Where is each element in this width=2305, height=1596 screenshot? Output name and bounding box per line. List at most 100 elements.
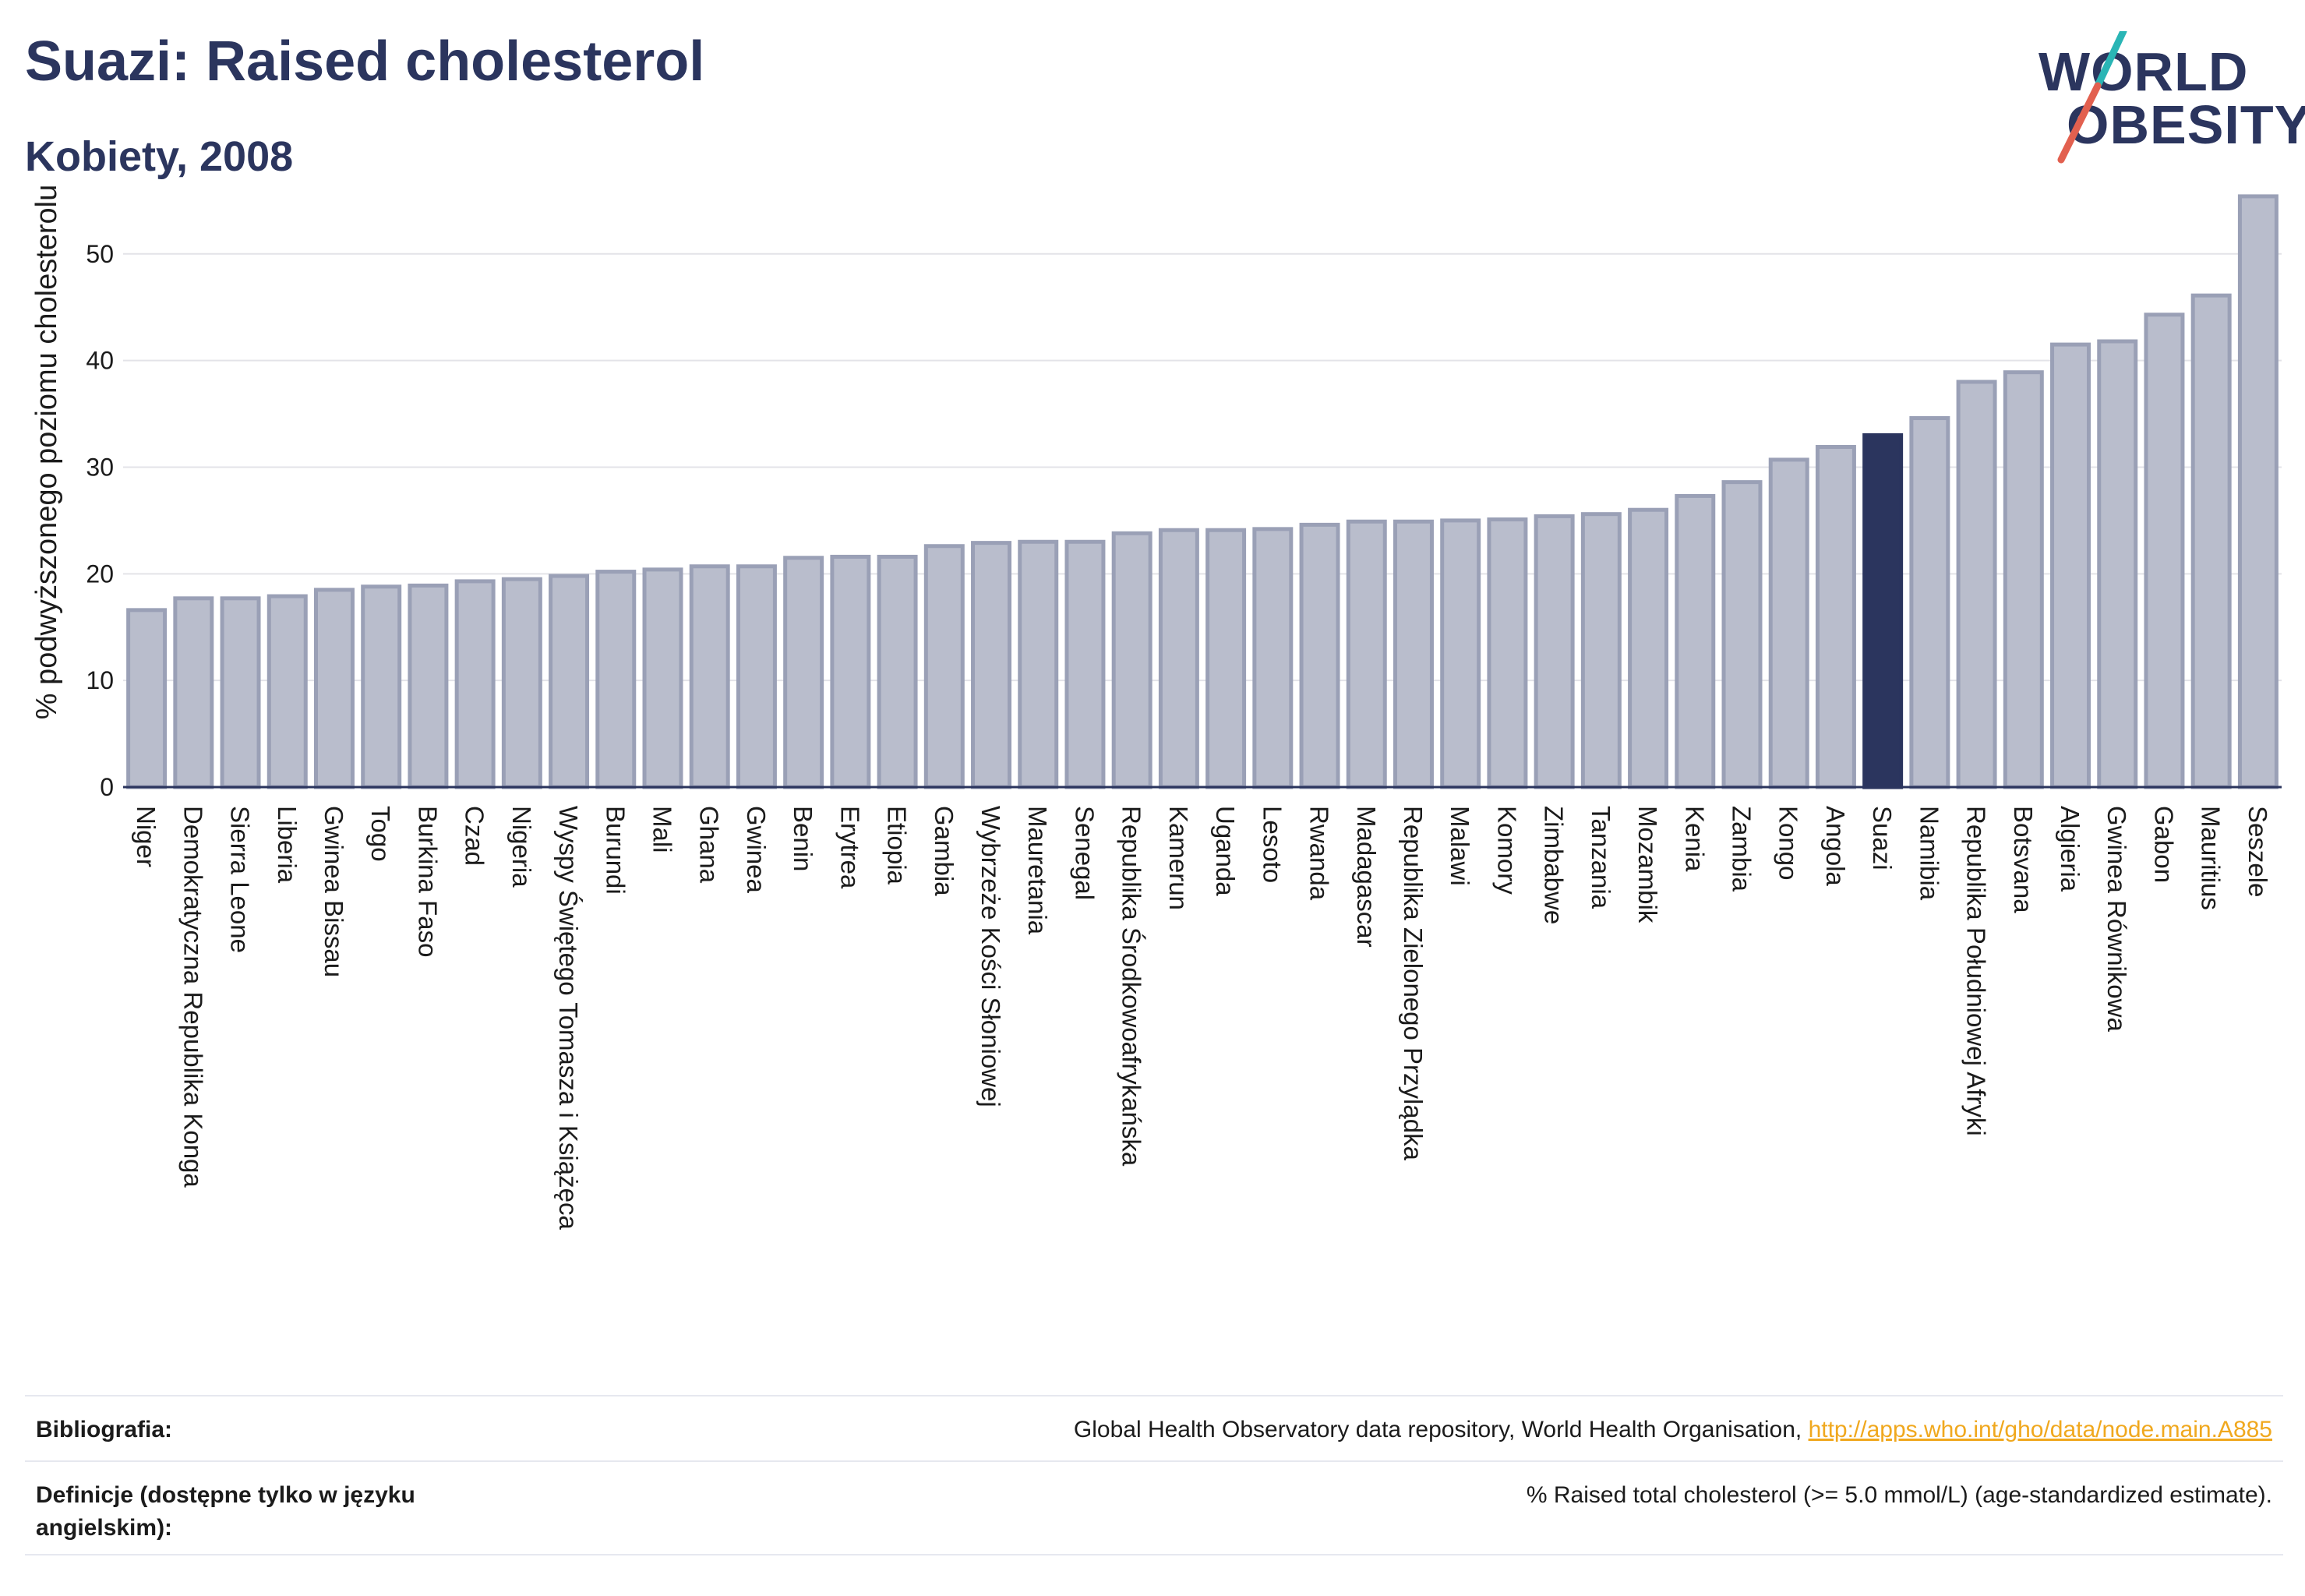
x-tick-label: Seszele	[2243, 806, 2272, 897]
y-tick-label: 40	[86, 347, 114, 375]
bar-rwanda	[1299, 522, 1340, 789]
category-labels: Niger Demokratyczna Republika Konga Sierra…	[132, 806, 2272, 1230]
x-tick-label: Gabon	[2149, 806, 2178, 883]
bar-namibia	[1909, 416, 1950, 789]
bar-liberia	[267, 594, 308, 789]
bar-nigeria	[501, 577, 542, 789]
bar-gambia	[923, 544, 965, 789]
bar-republika-południowej-afryki	[1956, 380, 1997, 789]
bar-senegal	[1064, 539, 1106, 789]
x-tick-label: Sierra Leone	[226, 806, 255, 953]
bar-demokratyczna-republika-konga	[173, 596, 214, 789]
x-tick-label: Burundi	[601, 806, 630, 895]
bar-komory	[1487, 517, 1528, 789]
x-tick-label: Togo	[366, 806, 395, 862]
x-tick-label: Komory	[1492, 806, 1521, 895]
x-tick-label: Niger	[132, 806, 161, 867]
bar-burkina-faso	[408, 583, 449, 789]
bar-suazi	[1862, 433, 1904, 789]
bar-seszele	[2237, 194, 2279, 789]
x-tick-label: Mauretania	[1023, 806, 1052, 935]
x-tick-label: Nigeria	[507, 806, 536, 888]
bar-ghana	[689, 564, 730, 789]
axes: 0 10 20 30 40 50	[86, 240, 2282, 801]
bar-gwinea-bissau	[313, 588, 355, 789]
world-obesity-logo: WORLD OBESITY	[2026, 31, 2305, 164]
x-tick-label: Ghana	[695, 806, 724, 884]
x-tick-label: Uganda	[1211, 806, 1240, 896]
x-tick-label: Wybrzeże Kości Słoniowej	[976, 806, 1005, 1107]
bibliography-text: Global Health Observatory data repositor…	[1073, 1417, 1809, 1442]
footer-bottom-rule	[25, 1554, 2283, 1557]
bar-erytrea	[830, 554, 871, 789]
bar-tanzania	[1580, 512, 1622, 789]
y-axis-title: % podwyższonego poziomu cholesterolu	[30, 185, 63, 720]
bar-benin	[783, 556, 824, 789]
bar-gwinea-równikowa	[2097, 339, 2138, 789]
x-tick-label: Tanzania	[1587, 806, 1615, 909]
bar-sierra-leone	[220, 596, 261, 789]
y-tick-label: 30	[86, 453, 114, 481]
x-tick-label: Mauritius	[2197, 806, 2226, 910]
x-tick-label: Namibia	[1915, 806, 1943, 901]
bar-kenia	[1675, 493, 1716, 789]
bar-algieria	[2050, 342, 2091, 789]
x-tick-label: Liberia	[273, 806, 302, 884]
x-tick-label: Kongo	[1774, 806, 1803, 880]
x-tick-label: Senegal	[1070, 806, 1099, 900]
bar-etiopia	[877, 554, 918, 789]
x-tick-label: Wyspy Świętego Tomasza i Książęca	[554, 806, 584, 1230]
x-tick-label: Kamerun	[1164, 806, 1193, 910]
bar-kamerun	[1158, 528, 1199, 789]
x-tick-label: Algieria	[2056, 806, 2084, 892]
bar-madagascar	[1346, 519, 1387, 789]
logo-word-obesity: OBESITY	[2067, 94, 2305, 155]
bibliography-link[interactable]: http://apps.who.int/gho/data/node.main.A…	[1808, 1417, 2272, 1442]
bar-malawi	[1440, 518, 1481, 789]
bar-botsvana	[2003, 370, 2044, 789]
bar-uganda	[1205, 528, 1247, 789]
x-tick-label: Zambia	[1728, 806, 1756, 892]
bar-chart: 0 10 20 30 40 50 Niger Demokratyczna Republika…	[30, 185, 2282, 1230]
x-tick-label: Gwinea	[742, 806, 771, 894]
x-tick-label: Gwinea Bissau	[319, 806, 348, 977]
bar-burundi	[595, 570, 637, 789]
x-tick-label: Lesoto	[1258, 806, 1287, 883]
x-tick-label: Etiopia	[883, 806, 912, 885]
x-tick-label: Czad	[461, 806, 489, 866]
bars	[126, 194, 2279, 789]
bar-zambia	[1721, 480, 1763, 789]
logo-word-world: WORLD	[2038, 41, 2249, 102]
bar-mali	[642, 567, 683, 789]
bar-niger	[126, 608, 168, 789]
bar-kongo	[1768, 457, 1809, 789]
bar-czad	[454, 579, 496, 789]
definitions-value: % Raised total cholesterol (>= 5.0 mmol/…	[1526, 1482, 2272, 1508]
x-tick-label: Zimbabwe	[1540, 806, 1569, 924]
x-tick-label: Gambia	[930, 806, 958, 896]
page-subtitle: Kobiety, 2008	[25, 133, 294, 180]
bar-mozambik	[1628, 507, 1669, 789]
x-tick-label: Botsvana	[2009, 806, 2038, 913]
x-tick-label: Republika Środkowoafrykańska	[1117, 806, 1147, 1167]
bar-gwinea	[736, 564, 777, 789]
x-tick-label: Republika Południowej Afryki	[1962, 806, 1991, 1136]
bar-zimbabwe	[1534, 514, 1575, 789]
x-tick-label: Rwanda	[1305, 806, 1334, 901]
bar-wybrzeże-kości-słoniowej	[971, 541, 1012, 789]
x-tick-label: Demokratyczna Republika Konga	[178, 806, 207, 1188]
definitions-label: Definicje (dostępne tylko w języku angie…	[36, 1482, 415, 1541]
x-tick-label: Republika Zielonego Przylądka	[1399, 806, 1428, 1161]
page-title: Suazi: Raised cholesterol	[25, 30, 705, 93]
bar-mauritius	[2190, 293, 2232, 789]
footer-definitions-row: Definicje (dostępne tylko w języku angie…	[25, 1460, 2283, 1555]
bar-gabon	[2144, 312, 2185, 789]
y-tick-label: 10	[86, 666, 114, 694]
x-tick-label: Suazi	[1868, 806, 1897, 870]
bibliography-label: Bibliografia:	[36, 1417, 173, 1442]
x-tick-label: Erytrea	[835, 806, 864, 889]
bar-republika-zielonego-przylądka	[1393, 519, 1434, 789]
bar-lesoto	[1252, 527, 1294, 789]
bar-angola	[1815, 444, 1856, 789]
footer-bibliography-row: Bibliografia: Global Health Observatory …	[25, 1395, 2283, 1468]
